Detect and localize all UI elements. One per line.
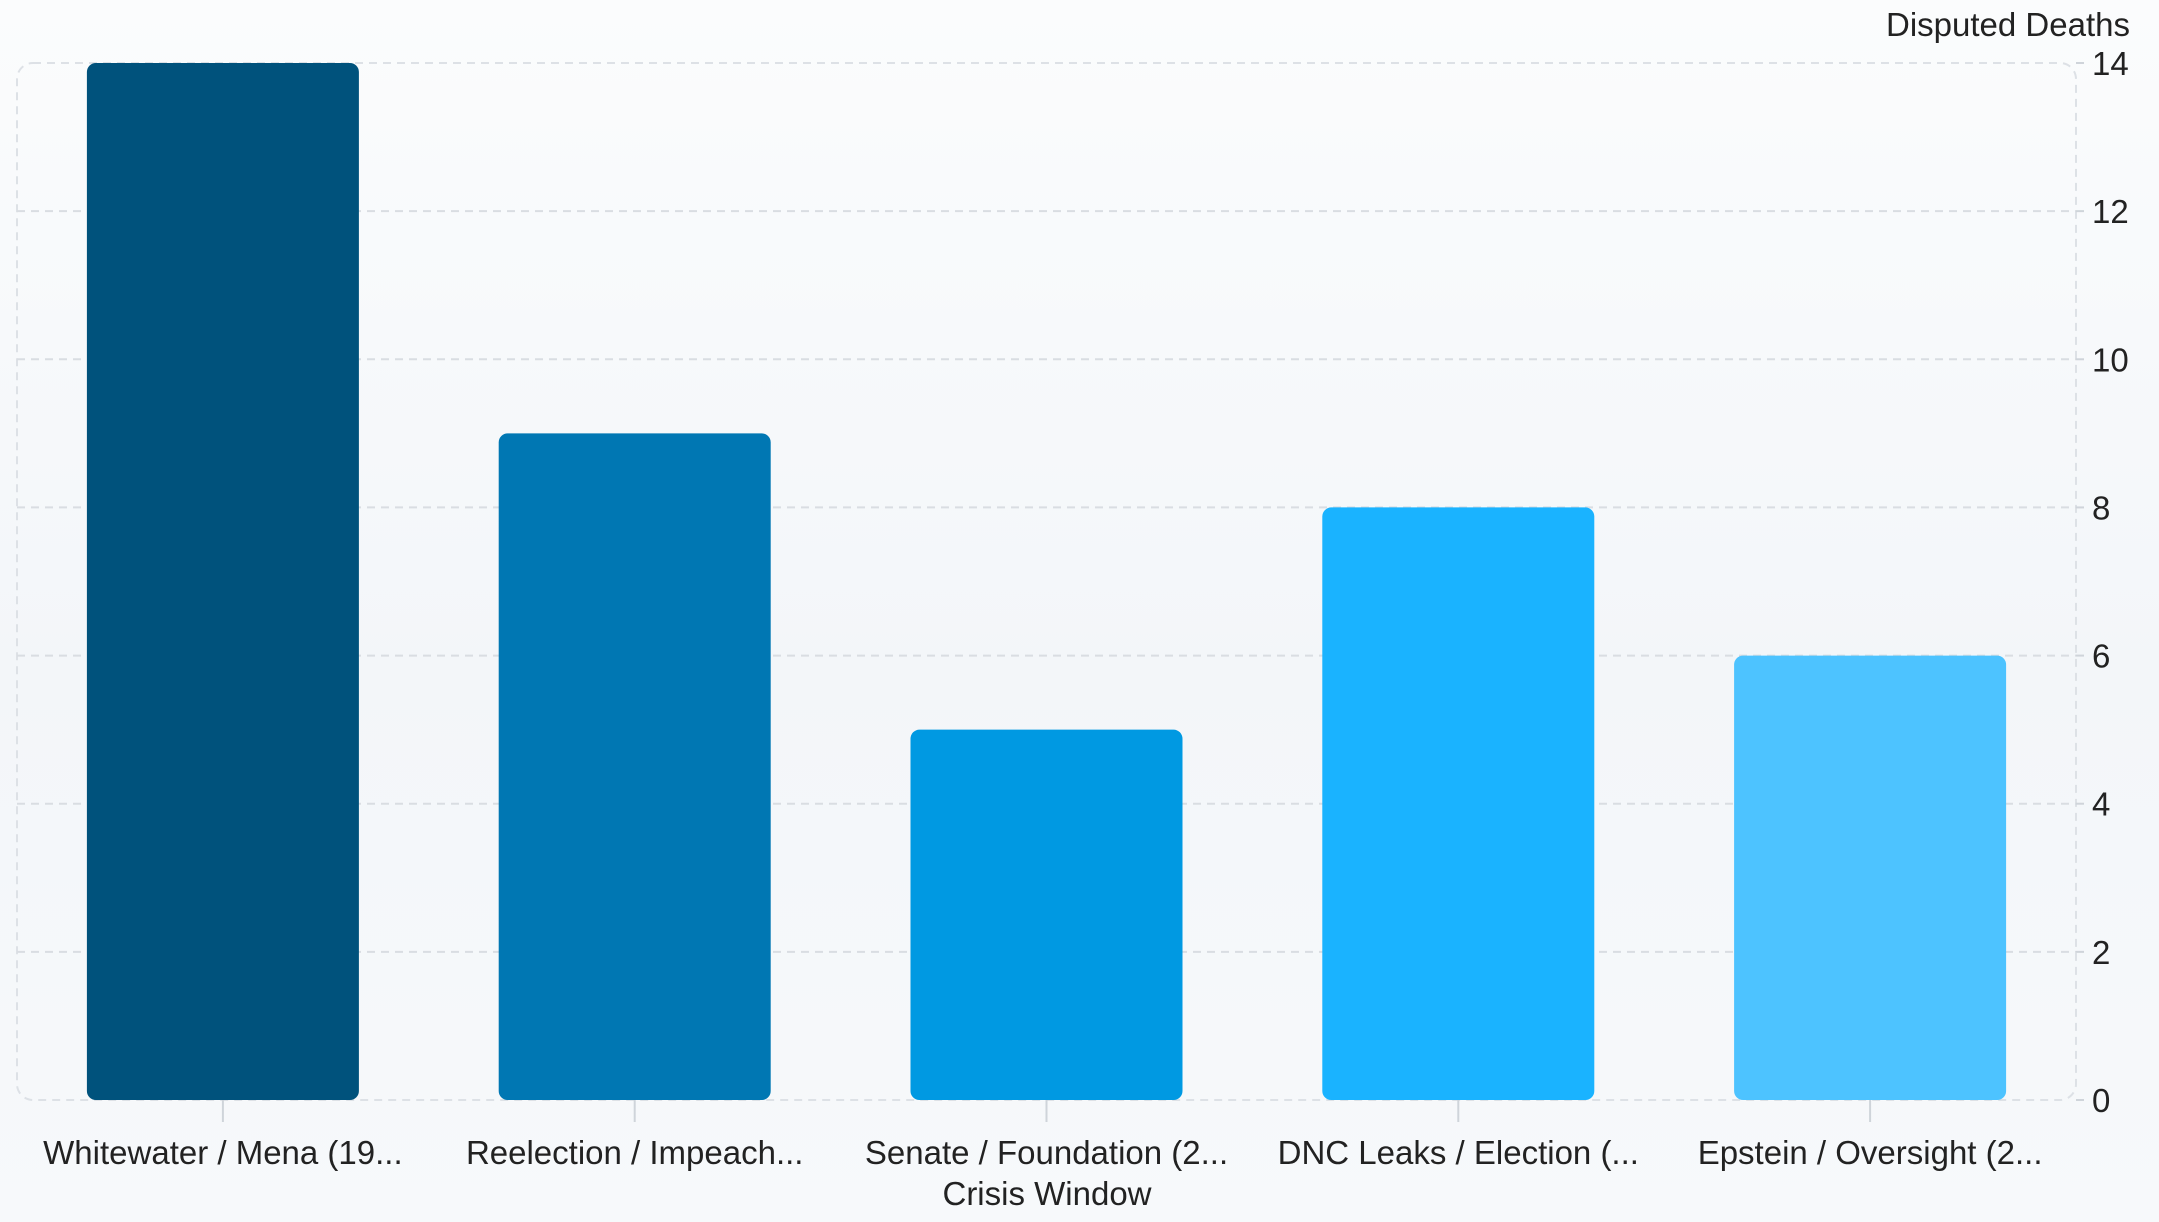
x-axis-ticks: Whitewater / Mena (19... Reelection / Imp… <box>43 1100 2043 1171</box>
bar <box>1322 507 1595 1100</box>
bars <box>86 63 2007 1100</box>
y-tick-label: 6 <box>2092 638 2110 675</box>
y-axis-ticks: 0 2 4 6 8 10 12 14 <box>2076 45 2129 1119</box>
y-tick-label: 4 <box>2092 786 2110 823</box>
x-axis-title: Crisis Window <box>942 1175 1151 1212</box>
x-tick-label: Reelection / Impeach... <box>466 1134 804 1171</box>
y-tick-label: 2 <box>2092 934 2110 971</box>
y-tick-label: 0 <box>2092 1082 2110 1119</box>
y-tick-label: 8 <box>2092 489 2110 526</box>
bar <box>910 729 1183 1100</box>
y-tick-label: 14 <box>2092 45 2129 82</box>
bar <box>498 433 771 1100</box>
y-tick-label: 12 <box>2092 193 2129 230</box>
x-tick-label: Whitewater / Mena (19... <box>43 1134 402 1171</box>
x-tick-label: Senate / Foundation (2... <box>865 1134 1228 1171</box>
y-tick-label: 10 <box>2092 341 2129 378</box>
x-tick-label: Epstein / Oversight (2... <box>1698 1134 2043 1171</box>
bar <box>86 63 359 1100</box>
x-tick-label: DNC Leaks / Election (... <box>1278 1134 1639 1171</box>
y-axis-title: Disputed Deaths <box>1886 6 2130 43</box>
bar <box>1734 655 2007 1100</box>
